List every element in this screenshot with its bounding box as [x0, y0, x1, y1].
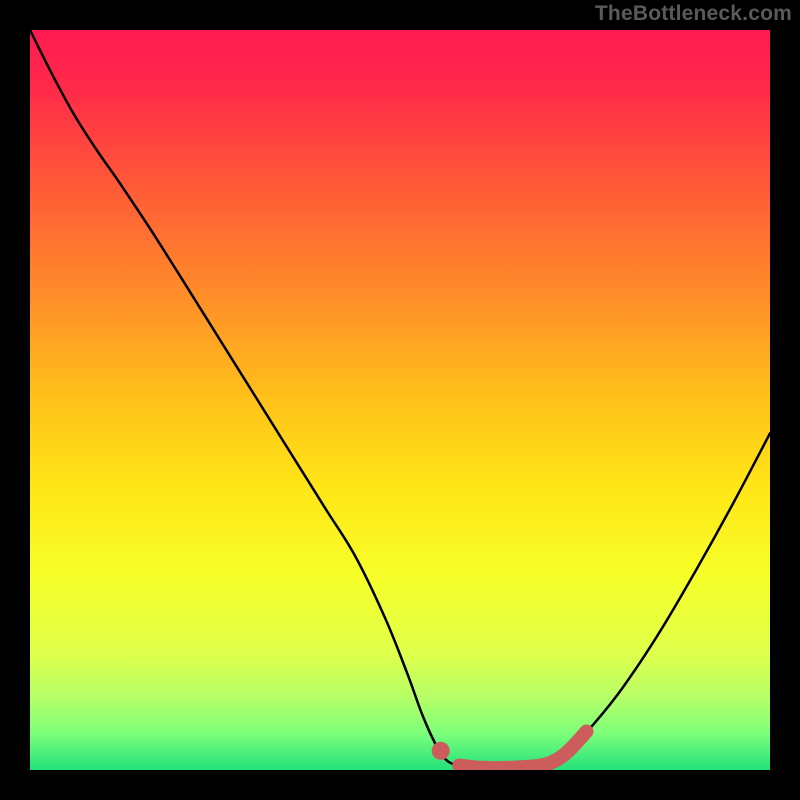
watermark-text: TheBottleneck.com	[595, 2, 792, 26]
optimal-point-marker	[432, 742, 450, 760]
bottleneck-chart	[30, 30, 770, 770]
chart-background	[30, 30, 770, 770]
chart-stage: TheBottleneck.com	[0, 0, 800, 800]
